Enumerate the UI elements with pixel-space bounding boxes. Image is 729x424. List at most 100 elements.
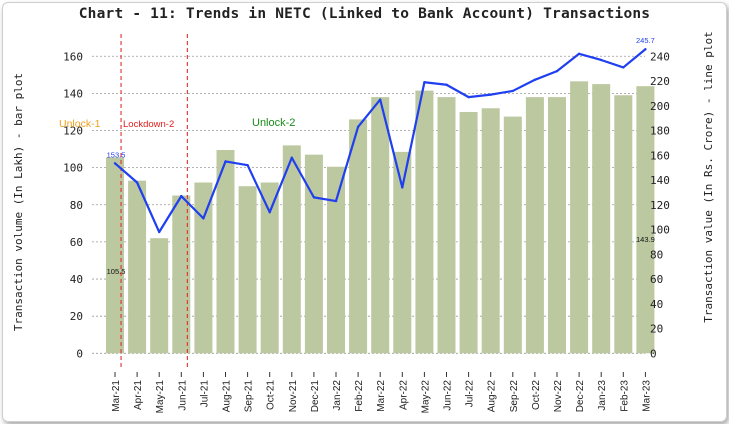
line-point [379,98,382,101]
line-point [555,69,559,73]
annotation-unlock-1: Unlock-1 [59,118,101,130]
line-point [511,89,514,93]
y-right-tick-label: 220 [650,75,670,88]
x-tick-label: Jan-23 [597,380,608,411]
bar [216,150,235,354]
y-right-tick-label: 120 [650,199,670,212]
y-right-tick-label: 80 [650,248,663,261]
bar [282,145,301,354]
x-tick-label: Mar-22 [376,380,387,412]
bar [636,86,655,354]
line-point [224,160,227,163]
bar [106,157,124,354]
y-right-tick-label: 200 [650,100,670,113]
x-tick-label: Aug-22 [487,380,498,413]
line-point [533,78,537,81]
bar-data-label: 143.9 [636,235,655,244]
x-tick-label: Jun-21 [177,380,188,411]
y-left-tick-label: 160 [63,50,83,63]
line-point [180,194,183,198]
annotation-unlock-2: Unlock-2 [252,117,295,129]
y-left-tick-label: 140 [63,87,83,100]
x-tick-label: Oct-22 [531,380,542,410]
bar [393,151,412,354]
line-point [600,58,603,62]
y-right-tick-label: 140 [650,174,670,187]
y-left-axis-label: Transaction volume (In Lakh) - bar plot [12,73,25,331]
bar-data-label: 105.5 [107,267,126,276]
x-tick-label: May-21 [155,380,166,414]
x-tick-label: Jul-22 [465,380,476,408]
bar [304,154,323,354]
x-tick-label: Dec-21 [310,380,321,413]
bar [260,182,279,354]
x-tick-label: Nov-21 [288,380,299,413]
x-tick-label: May-22 [420,380,431,414]
bar [525,97,544,354]
bar [481,108,500,354]
bar-series [106,81,655,354]
line-point [489,93,492,96]
line-data-label: 153.5 [107,150,126,159]
x-tick-label: Dec-22 [575,380,586,413]
y-left-tick-label: 120 [63,125,83,138]
line-point [467,95,470,99]
y-left-tick-label: 40 [70,273,83,286]
bar [194,182,213,354]
y-right-tick-label: 240 [650,50,670,63]
y-right-tick-label: 40 [650,298,663,311]
bar [172,195,191,354]
x-tick-label: Jan-22 [332,380,343,411]
bar [614,95,633,354]
bar [548,97,566,354]
line-point [135,181,139,184]
axes: 0204060801001201401600204060801001201401… [12,31,715,413]
x-tick-label: Apr-21 [133,380,144,410]
x-tick-label: Apr-22 [398,380,409,410]
labels: 105.5 143.9 153.5 245.7 Unlock-1 Lockdown-2 Un… [59,36,655,276]
bar [371,97,390,354]
line-point [268,211,271,214]
line-point [158,230,161,234]
y-left-tick-label: 100 [63,162,83,175]
bar [459,111,478,354]
line-point [445,83,448,86]
y-right-tick-label: 100 [650,224,670,237]
line-point [622,66,625,69]
x-tick-label: Nov-22 [553,380,564,413]
line-point [577,52,581,56]
y-right-tick-label: 160 [650,149,670,162]
bar [238,186,257,354]
y-right-tick-label: 180 [650,125,670,138]
line-point [356,125,360,129]
x-tick-label: Sep-21 [244,380,255,413]
line-point [334,199,338,203]
line-point [246,163,249,167]
line-point [423,81,426,84]
y-right-tick-label: 0 [650,347,657,360]
x-tick-label: Aug-21 [222,380,233,413]
x-tick-label: Sep-22 [509,380,520,413]
x-tick-label: Mar-23 [641,380,652,412]
x-tick-label: Mar-21 [111,380,122,412]
y-left-tick-label: 80 [70,199,83,212]
y-right-axis-label: Transaction value (In Rs. Crore) - line … [702,31,715,322]
bar [150,238,169,354]
bar [349,119,368,354]
line-point [312,196,316,199]
y-right-tick-label: 20 [650,323,663,336]
y-left-tick-label: 0 [76,347,83,360]
x-tick-label: Jun-22 [443,380,454,411]
line-data-label: 245.7 [636,36,655,45]
line-point [644,48,647,51]
line-point [401,186,404,189]
x-tick-label: Oct-21 [266,380,277,410]
y-right-tick-label: 60 [650,273,663,286]
bar [327,166,345,354]
bar [503,116,522,354]
x-tick-label: Jul-21 [199,380,210,408]
chart-title: Chart - 11: Trends in NETC (Linked to Ba… [78,6,651,22]
x-tick-label: Feb-22 [354,380,365,412]
y-left-tick-label: 20 [70,310,83,323]
line-point [202,217,205,220]
